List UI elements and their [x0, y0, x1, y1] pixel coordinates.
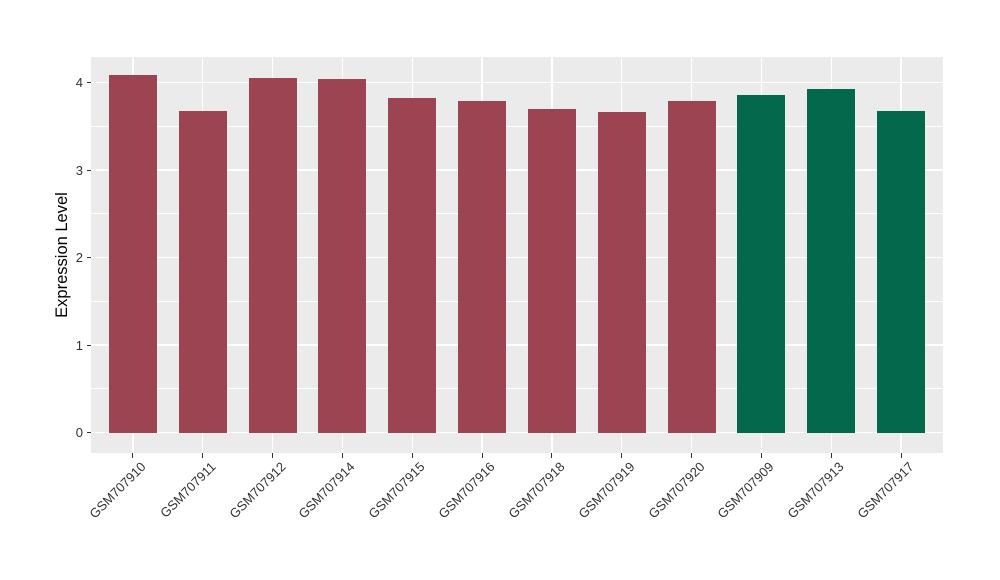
x-axis-tick [621, 453, 623, 458]
y-tick-label: 3 [75, 162, 83, 178]
x-tick-label: GSM707909 [714, 459, 778, 522]
x-tick-label: GSM707913 [784, 459, 847, 522]
y-tick-label: 4 [75, 75, 83, 90]
bar-GSM707916 [458, 100, 507, 433]
x-tick-label: GSM707920 [644, 459, 708, 522]
bar-GSM707920 [667, 100, 716, 433]
bar-GSM707912 [248, 78, 297, 433]
gridline-h-major [91, 256, 943, 259]
x-axis-tick [551, 453, 553, 458]
x-tick-label: GSM707914 [295, 459, 359, 522]
y-tick-label: 0 [75, 425, 83, 440]
x-tick-label: GSM707911 [156, 459, 219, 521]
bar-GSM707914 [318, 79, 367, 433]
bar-GSM707909 [737, 94, 786, 433]
bar-GSM707910 [108, 74, 157, 433]
x-axis-tick [900, 453, 902, 458]
x-tick-label: GSM707917 [854, 459, 917, 522]
gridline-h-major [91, 431, 943, 434]
x-tick-label: GSM707915 [365, 459, 428, 522]
x-axis-tick [132, 453, 134, 458]
bar-GSM707919 [597, 112, 646, 433]
y-axis-tick [86, 82, 91, 83]
x-tick-label: GSM707912 [225, 459, 289, 522]
x-tick-label: GSM707916 [435, 459, 498, 522]
gridline-h-minor [91, 213, 943, 215]
gridline-h-minor [91, 125, 943, 127]
gridline-h-major [91, 81, 943, 84]
gridline-h-major [91, 169, 943, 171]
bar-GSM707915 [388, 98, 437, 433]
bar-GSM707918 [527, 108, 576, 433]
x-tick-label: GSM707910 [86, 459, 149, 522]
bar-GSM707917 [877, 110, 926, 433]
x-axis-tick [830, 453, 832, 458]
gridline-h-major [91, 344, 943, 346]
y-axis-tick [86, 257, 91, 258]
x-axis-tick [272, 453, 274, 458]
bar-GSM707911 [178, 110, 227, 433]
y-axis-tick [86, 432, 91, 433]
x-tick-label: GSM707918 [505, 459, 568, 522]
y-axis-tick [86, 344, 91, 346]
x-axis-tick [691, 453, 693, 458]
x-tick-label: GSM707919 [575, 459, 638, 522]
gridline-h-minor [91, 300, 943, 302]
x-axis-tick [411, 453, 413, 458]
plot-panel [91, 57, 943, 453]
y-tick-label: 2 [75, 250, 83, 265]
bar-GSM707913 [807, 88, 856, 433]
y-axis-tick [86, 169, 91, 171]
x-axis-tick [341, 453, 343, 458]
x-axis-tick [760, 453, 762, 458]
gridline-h-minor [91, 388, 943, 390]
x-axis-tick [202, 453, 204, 458]
y-tick-label: 1 [75, 337, 83, 353]
x-axis-tick [481, 453, 483, 458]
